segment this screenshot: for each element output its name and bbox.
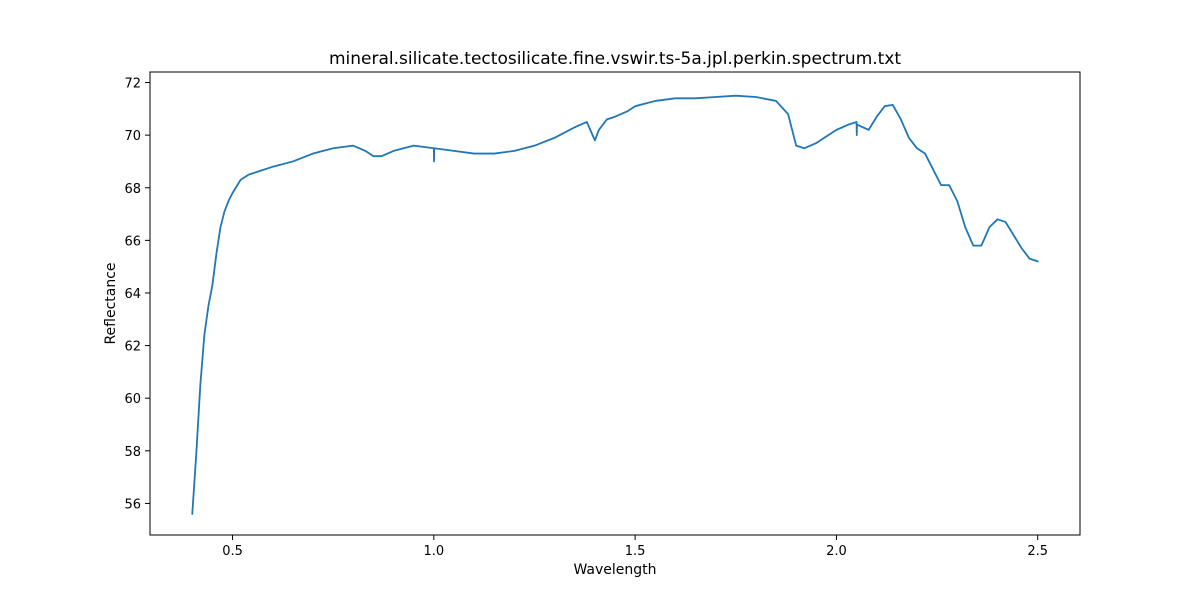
data-layer <box>191 94 1039 515</box>
x-tick-label: 1.0 <box>423 544 444 559</box>
y-axis-label: Reflectance <box>103 262 119 344</box>
y-tick-label: 66 <box>124 234 141 249</box>
y-tick-label: 64 <box>124 287 141 302</box>
chart-title: mineral.silicate.tectosilicate.fine.vswi… <box>329 49 901 69</box>
y-tick-label: 58 <box>124 445 141 460</box>
y-tick-label: 62 <box>124 340 141 355</box>
y-tick-label: 68 <box>124 182 141 197</box>
x-tick-label: 1.5 <box>625 544 646 559</box>
y-tick-label: 60 <box>124 392 141 407</box>
series-line-0 <box>191 94 1039 515</box>
y-tick-label: 56 <box>124 497 141 512</box>
plot-area <box>149 71 1081 536</box>
x-tick-label: 0.5 <box>222 544 243 559</box>
ticks-layer: 0.5 1.0 1.5 2.0 2.5 56 58 60 62 64 66 68 70 72 <box>124 77 1048 559</box>
x-tick-label: 2.0 <box>826 544 847 559</box>
x-axis-label: Wavelength <box>573 562 656 578</box>
y-tick-label: 70 <box>124 129 141 144</box>
y-tick-label: 72 <box>124 77 141 92</box>
x-tick-label: 2.5 <box>1027 544 1048 559</box>
